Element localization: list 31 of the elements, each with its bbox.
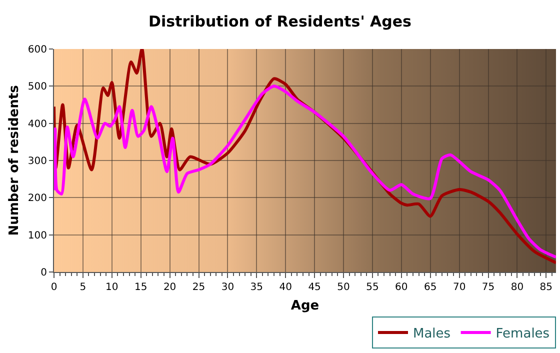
x-tick-label: 35 [250, 282, 264, 293]
x-tick-label: 70 [452, 282, 466, 293]
chart-title: Distribution of Residents' Ages [148, 12, 412, 30]
y-tick-label: 300 [28, 156, 47, 167]
y-axis-title: Number of residents [6, 84, 22, 236]
x-tick-label: 5 [80, 282, 86, 293]
x-tick-label: 20 [163, 282, 176, 293]
x-tick-label: 55 [366, 282, 379, 293]
x-axis-title: Age [290, 298, 320, 314]
x-tick-label: 40 [279, 282, 292, 293]
x-tick-label: 85 [540, 282, 553, 293]
x-tick-label: 10 [106, 282, 118, 293]
x-tick-label: 80 [510, 282, 524, 293]
x-tick-label: 25 [192, 282, 206, 293]
x-tick-label: 75 [482, 282, 495, 293]
y-tick-label: 500 [28, 82, 47, 93]
y-tick-label: 400 [28, 118, 47, 130]
y-tick-label: 100 [28, 230, 47, 242]
y-tick-label: 200 [28, 193, 47, 204]
x-tick-label: 60 [395, 282, 408, 293]
legend-label: Females [496, 326, 550, 342]
x-tick-label: 30 [221, 282, 234, 293]
y-tick-label: 0 [40, 268, 47, 278]
x-tick-label: 65 [424, 282, 437, 293]
line-series [54, 84, 556, 259]
x-tick-label: 45 [308, 282, 321, 293]
x-tick-label: 0 [50, 282, 58, 293]
y-tick-label: 600 [28, 44, 47, 56]
x-tick-label: 15 [134, 282, 148, 293]
legend-label: Males [413, 326, 451, 342]
x-tick-label: 50 [337, 282, 350, 293]
